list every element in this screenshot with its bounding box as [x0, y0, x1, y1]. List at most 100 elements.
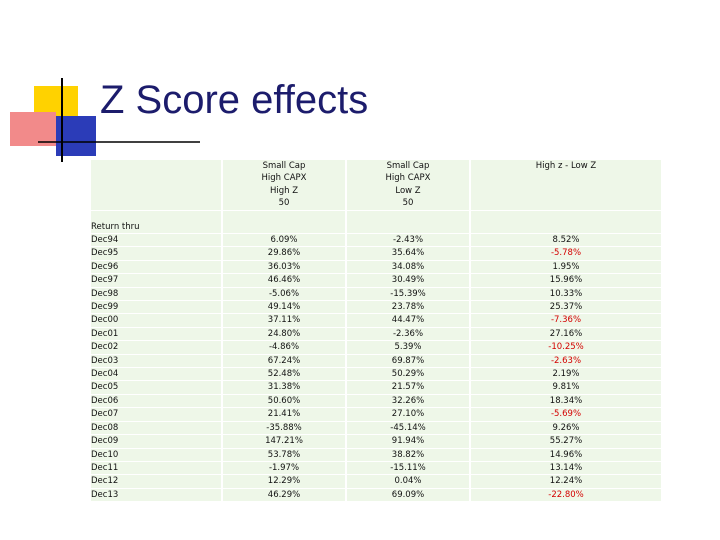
value-cell: 69.09% [347, 488, 469, 502]
value-cell: 0.04% [347, 475, 469, 488]
row-label: Dec94 [91, 234, 221, 247]
data-row: Dec09 147.21% 91.94% 55.27% [91, 435, 661, 448]
value-cell: 23.78% [347, 301, 469, 314]
value-cell: 36.03% [223, 260, 345, 274]
value-cell: 9.26% [471, 421, 661, 435]
empty-cell [347, 211, 469, 233]
row-label: Dec98 [91, 287, 221, 301]
value-cell: -5.78% [471, 247, 661, 260]
row-label: Dec11 [91, 461, 221, 475]
value-cell: -2.43% [347, 234, 469, 247]
header-line: 50 [278, 198, 290, 209]
table: Small Cap High CAPX High Z 50 Small Cap High … [89, 159, 663, 502]
header-line: Low Z [395, 185, 421, 196]
value-cell: -15.39% [347, 287, 469, 301]
value-cell: -2.36% [347, 327, 469, 341]
header-line: High CAPX [261, 173, 307, 184]
value-cell: 69.87% [347, 354, 469, 368]
value-cell: 24.80% [223, 327, 345, 341]
subheader-row: Return thru [91, 211, 661, 233]
row-label: Dec99 [91, 301, 221, 314]
value-cell: -4.86% [223, 341, 345, 354]
row-label: Dec96 [91, 260, 221, 274]
header-cell: Small Cap High CAPX Low Z 50 [347, 160, 469, 210]
row-label: Dec01 [91, 327, 221, 341]
row-label: Dec06 [91, 394, 221, 408]
row-label: Dec12 [91, 475, 221, 488]
data-row: Dec03 67.24% 69.87% -2.63% [91, 354, 661, 368]
row-label: Dec97 [91, 274, 221, 287]
value-cell: 37.11% [223, 314, 345, 327]
data-row: Dec11 -1.97% -15.11% 13.14% [91, 461, 661, 475]
row-label: Dec09 [91, 435, 221, 448]
value-cell: 30.49% [347, 274, 469, 287]
header-line: Small Cap [262, 161, 306, 171]
value-cell: 38.82% [347, 448, 469, 461]
value-cell: 2.19% [471, 368, 661, 381]
header-cell: Small Cap High CAPX High Z 50 [223, 160, 345, 210]
empty-cell [223, 211, 345, 233]
value-cell: 53.78% [223, 448, 345, 461]
data-row: Dec96 36.03% 34.08% 1.95% [91, 260, 661, 274]
row-label: Dec08 [91, 421, 221, 435]
value-cell: 52.48% [223, 368, 345, 381]
data-row: Dec04 52.48% 50.29% 2.19% [91, 368, 661, 381]
row-label: Dec95 [91, 247, 221, 260]
value-cell: -35.88% [223, 421, 345, 435]
row-label: Dec10 [91, 448, 221, 461]
value-cell: 6.09% [223, 234, 345, 247]
value-cell: 55.27% [471, 435, 661, 448]
value-cell: 46.46% [223, 274, 345, 287]
data-row: Dec00 37.11% 44.47% -7.36% [91, 314, 661, 327]
value-cell: 9.81% [471, 381, 661, 394]
header-cell: High z - Low Z [471, 160, 661, 210]
data-row: Dec05 31.38% 21.57% 9.81% [91, 381, 661, 394]
value-cell: 21.57% [347, 381, 469, 394]
data-row: Dec06 50.60% 32.26% 18.34% [91, 394, 661, 408]
value-cell: 8.52% [471, 234, 661, 247]
data-row: Dec08 -35.88% -45.14% 9.26% [91, 421, 661, 435]
value-cell: 67.24% [223, 354, 345, 368]
value-cell: 49.14% [223, 301, 345, 314]
value-cell: -22.80% [471, 488, 661, 502]
value-cell: 1.95% [471, 260, 661, 274]
data-row: Dec98 -5.06% -15.39% 10.33% [91, 287, 661, 301]
value-cell: 10.33% [471, 287, 661, 301]
data-row: Dec99 49.14% 23.78% 25.37% [91, 301, 661, 314]
value-cell: 91.94% [347, 435, 469, 448]
data-row: Dec12 12.29% 0.04% 12.24% [91, 475, 661, 488]
data-row: Dec10 53.78% 38.82% 14.96% [91, 448, 661, 461]
data-row: Dec01 24.80% -2.36% 27.16% [91, 327, 661, 341]
header-line: High Z [269, 185, 299, 196]
row-label: Dec13 [91, 488, 221, 502]
row-label: Dec00 [91, 314, 221, 327]
value-cell: -10.25% [471, 341, 661, 354]
empty-cell [471, 211, 661, 233]
title: Z Score effects [100, 78, 369, 122]
value-cell: -45.14% [347, 421, 469, 435]
value-cell: 50.29% [347, 368, 469, 381]
value-cell: -7.36% [471, 314, 661, 327]
data-row: Dec97 46.46% 30.49% 15.96% [91, 274, 661, 287]
row-label: Dec05 [91, 381, 221, 394]
value-cell: 50.60% [223, 394, 345, 408]
value-cell: 5.39% [347, 341, 469, 354]
data-row: Dec13 46.29% 69.09% -22.80% [91, 488, 661, 502]
logo [10, 78, 200, 162]
value-cell: 27.10% [347, 408, 469, 421]
value-cell: 147.21% [223, 435, 345, 448]
data-row: Dec07 21.41% 27.10% -5.69% [91, 408, 661, 421]
value-cell: 34.08% [347, 260, 469, 274]
row-label: Dec07 [91, 408, 221, 421]
logo-red [10, 112, 56, 146]
value-cell: 29.86% [223, 247, 345, 260]
header-line: Small Cap [386, 161, 430, 171]
data-row: Dec02 -4.86% 5.39% -10.25% [91, 341, 661, 354]
value-cell: 21.41% [223, 408, 345, 421]
value-cell: 25.37% [471, 301, 661, 314]
value-cell: 44.47% [347, 314, 469, 327]
value-cell: 14.96% [471, 448, 661, 461]
row-label: Dec02 [91, 341, 221, 354]
value-cell: 27.16% [471, 327, 661, 341]
